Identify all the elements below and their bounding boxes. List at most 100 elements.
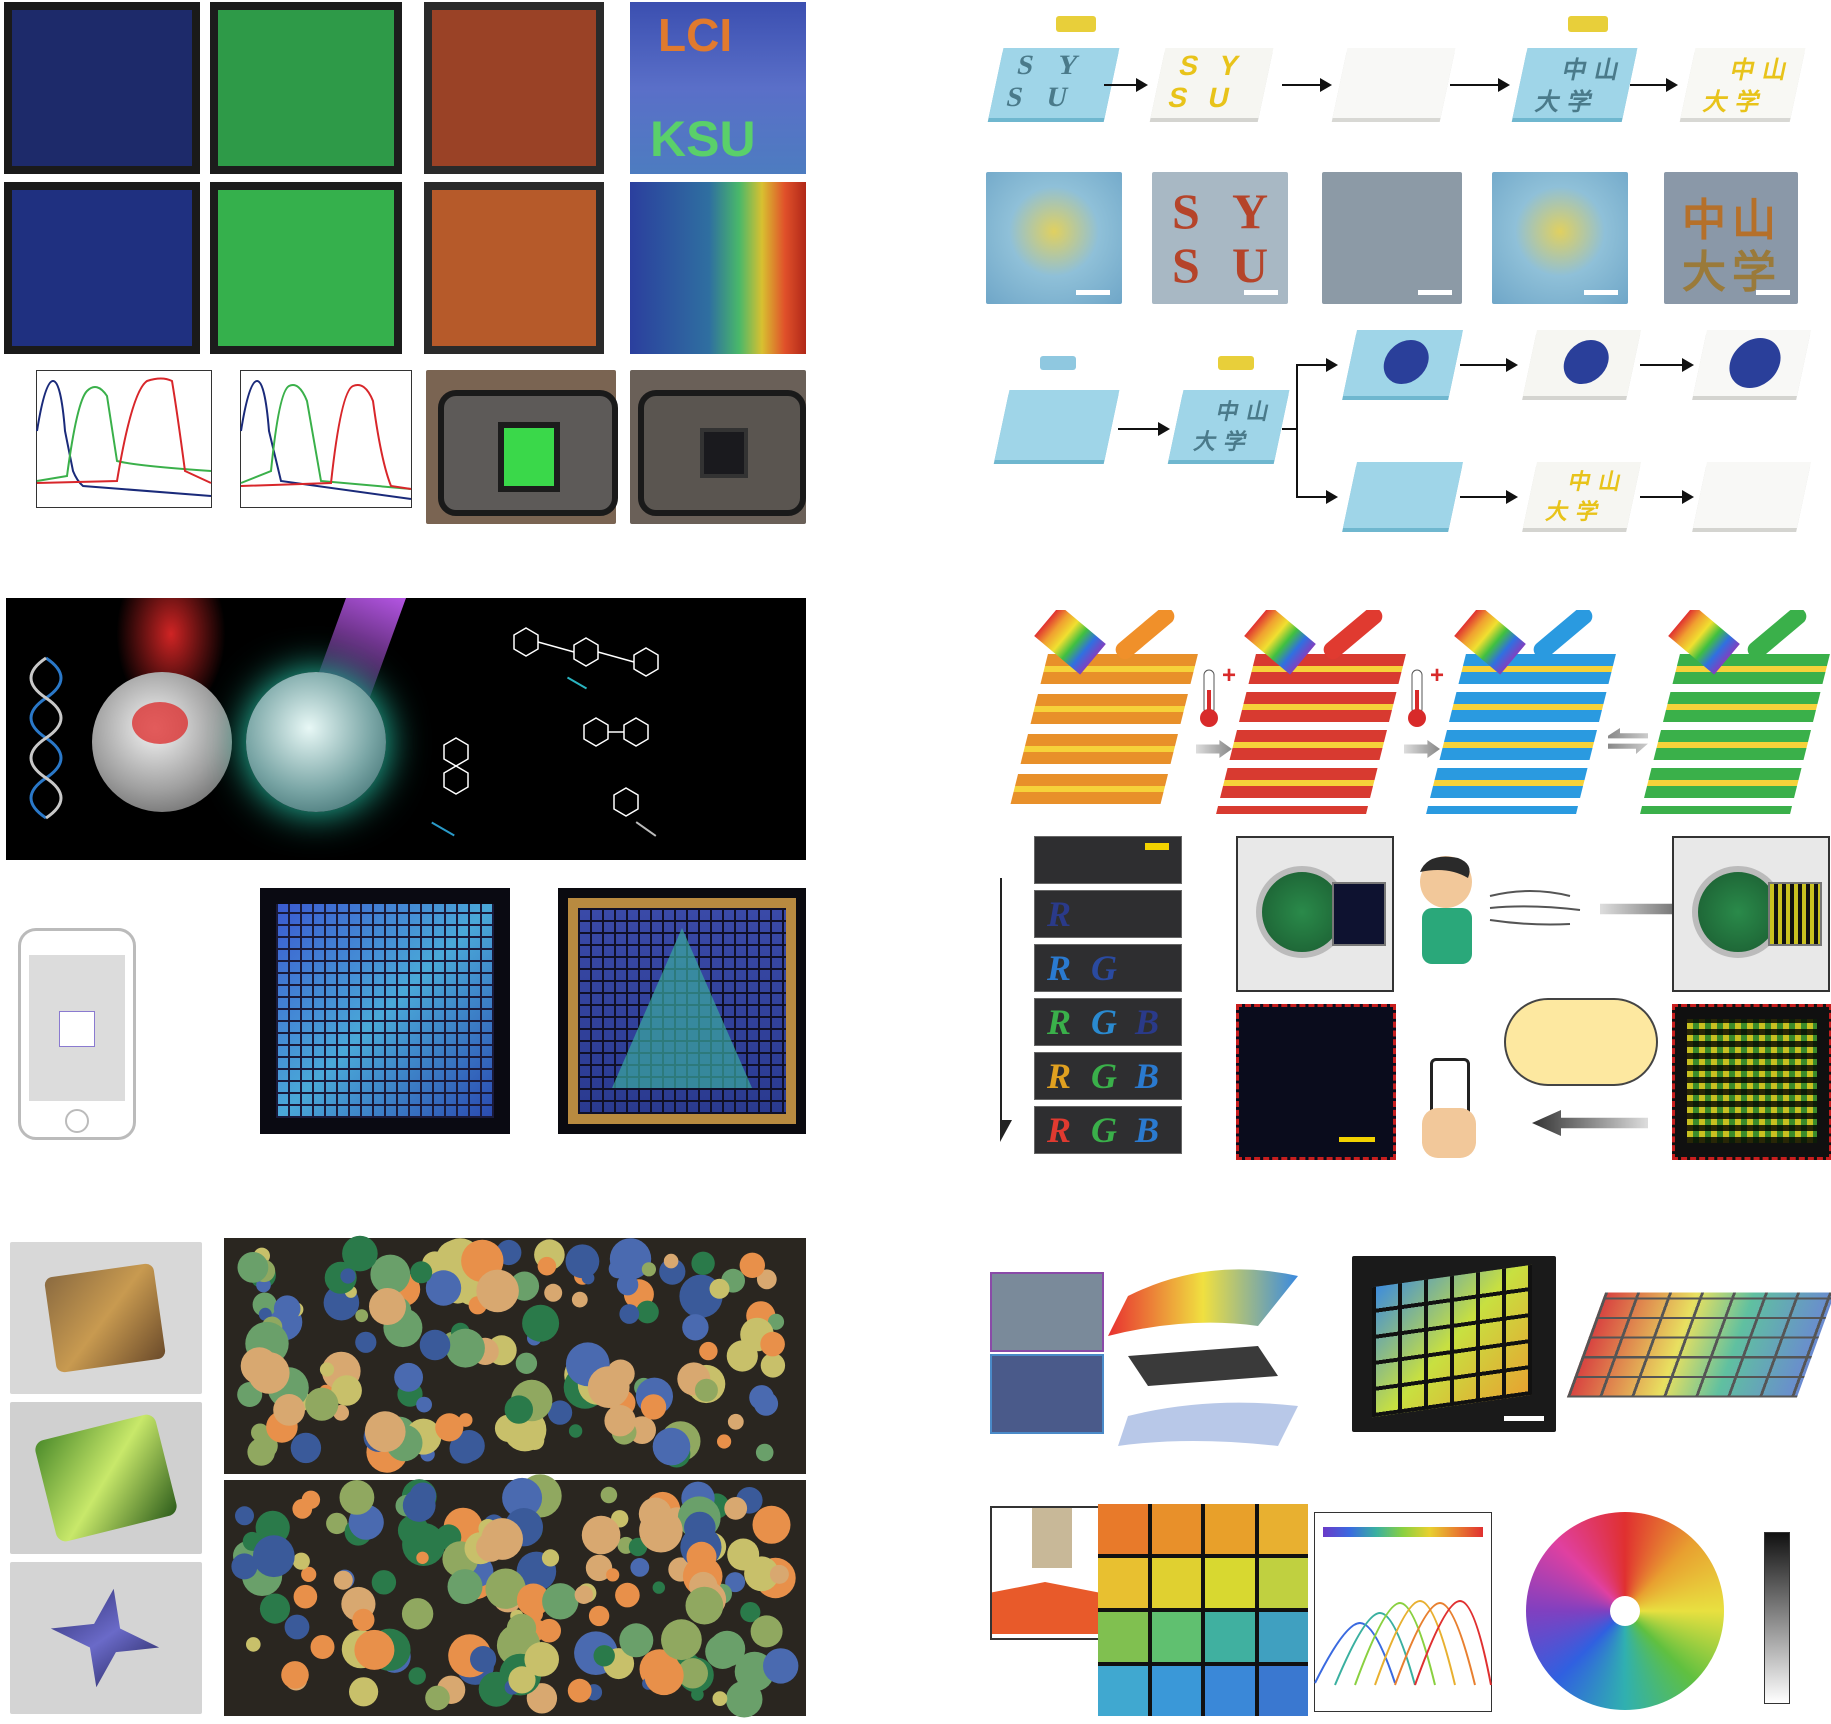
arrow-grey-1 <box>1196 740 1232 758</box>
dot-plate-top <box>237 1235 786 1473</box>
color-blindness-dot-plates <box>224 1235 806 1718</box>
plate-dot <box>352 1608 375 1631</box>
panel-c-microsphere-lasers <box>0 598 810 1158</box>
plate-dot <box>504 1395 533 1424</box>
card1-letter-y: Y <box>1054 50 1082 81</box>
card5-char-4: 学 <box>1732 88 1763 116</box>
hand-icon <box>1422 1108 1476 1158</box>
film-patterned: LCI KSU <box>630 2 806 174</box>
card-zhongshan-blue: 中 山 大 学 <box>1512 48 1638 118</box>
plate-dot <box>619 1304 640 1324</box>
tile <box>1258 1612 1308 1662</box>
branch-stub <box>1282 428 1298 430</box>
layer-stack-red <box>1216 654 1406 814</box>
card5-char-2: 山 <box>1759 56 1790 84</box>
photo5-char-2: 山 <box>1732 195 1776 246</box>
plate-dot <box>587 1366 630 1408</box>
plate-dot <box>750 1615 783 1648</box>
color-wheel <box>1526 1512 1724 1710</box>
plate-dot <box>255 1510 290 1545</box>
panel-d-thermochromic-layers: + + R R G R G B R G B <box>1000 610 1831 1170</box>
qr-tag <box>1768 882 1822 946</box>
thermo-plus-sign: + <box>1430 662 1445 689</box>
plate-dot <box>310 1635 335 1659</box>
photo-zhongshan: 中 山 大 学 <box>1664 172 1798 304</box>
line-segment <box>635 821 657 837</box>
plate-dot <box>725 1572 746 1593</box>
tile-array-3d <box>1566 1292 1831 1398</box>
photo2-letter-y: Y <box>1232 183 1269 239</box>
plate-dot <box>419 1329 451 1361</box>
layer-stack-blue <box>1426 654 1616 814</box>
plate-dot <box>755 1443 774 1462</box>
panel-e-deformable-films <box>0 1230 810 1724</box>
tree-microsphere-array <box>558 888 806 1134</box>
spectrum-arrow-bar <box>1323 1527 1483 1537</box>
qr-grid <box>276 904 494 1118</box>
plate-dot <box>526 1683 558 1714</box>
row3-char-4: 学 <box>1221 430 1249 455</box>
plate-dot <box>691 1251 715 1275</box>
scale-bar <box>1244 290 1278 295</box>
thermometer-icon <box>1200 669 1218 727</box>
plate-dot <box>416 1551 429 1564</box>
strip3-letter-r: R <box>1047 948 1072 988</box>
gloved-film-green <box>10 1402 202 1554</box>
black-schematic-banner <box>6 598 806 860</box>
tile-text-lci: LCI <box>658 9 733 61</box>
strip4-letter-b: B <box>1135 1002 1160 1042</box>
zoom-qr-tag <box>1672 1004 1831 1160</box>
arrow-b5 <box>1118 422 1170 436</box>
pressed-surface <box>992 1582 1098 1634</box>
panel-f-flexible-displays <box>990 1240 1831 1724</box>
molecular-structures <box>443 627 659 817</box>
card-emblem-white <box>1692 330 1812 396</box>
plate-dot <box>760 1353 786 1378</box>
tile <box>1151 1612 1201 1662</box>
smartphone-icon <box>18 928 136 1140</box>
plate-dot <box>331 1375 362 1406</box>
card1-letter-s1: S <box>1014 50 1037 81</box>
strip5-letter-b: B <box>1135 1056 1160 1096</box>
plate-dot <box>252 1535 295 1578</box>
plate-dot <box>537 1256 557 1276</box>
photo-erased <box>1322 172 1462 304</box>
plate-dot <box>394 1362 423 1392</box>
plate-dot <box>537 1618 561 1643</box>
arrow-branch-down <box>1296 490 1338 504</box>
plate-dot <box>284 1614 310 1640</box>
card-emblem-faint <box>994 390 1120 460</box>
arrow-grey-2 <box>1404 740 1440 758</box>
plate-dot <box>370 1254 411 1295</box>
plate-dot <box>273 1394 305 1426</box>
arrow-b6 <box>1460 358 1518 372</box>
scale-bar <box>1145 843 1169 850</box>
plate-dot <box>588 1605 610 1627</box>
card2-letter-u: U <box>1205 82 1233 113</box>
plate-dot <box>593 1645 615 1667</box>
qr-pattern <box>1687 1019 1817 1143</box>
plate-dot <box>290 1432 322 1464</box>
film-orange <box>43 1262 167 1374</box>
microsphere-red-core <box>132 702 188 744</box>
arrow-reversible <box>1608 728 1648 754</box>
card4-char-2: 山 <box>1591 56 1622 84</box>
down-arrowhead <box>1000 1120 1012 1142</box>
plate-dot <box>340 1268 356 1284</box>
arrow-b9 <box>1640 490 1694 504</box>
arrow-b7 <box>1640 358 1694 372</box>
plate-dot <box>416 1396 432 1413</box>
tile <box>1098 1612 1148 1662</box>
plate-dot <box>574 1585 593 1604</box>
plate-dot <box>369 1288 406 1325</box>
plate-dot <box>355 1309 369 1323</box>
tile <box>1205 1558 1255 1608</box>
card4-char-1: 中 <box>1559 56 1590 84</box>
emblem-icon <box>1379 340 1433 384</box>
watch-photo-after <box>1672 836 1830 992</box>
strip6-letter-g: G <box>1091 1110 1117 1150</box>
plate-dot <box>259 1593 291 1624</box>
card-blank-white-2 <box>1692 462 1812 528</box>
plate-dot <box>342 1235 378 1272</box>
plate-dot <box>542 1583 579 1620</box>
